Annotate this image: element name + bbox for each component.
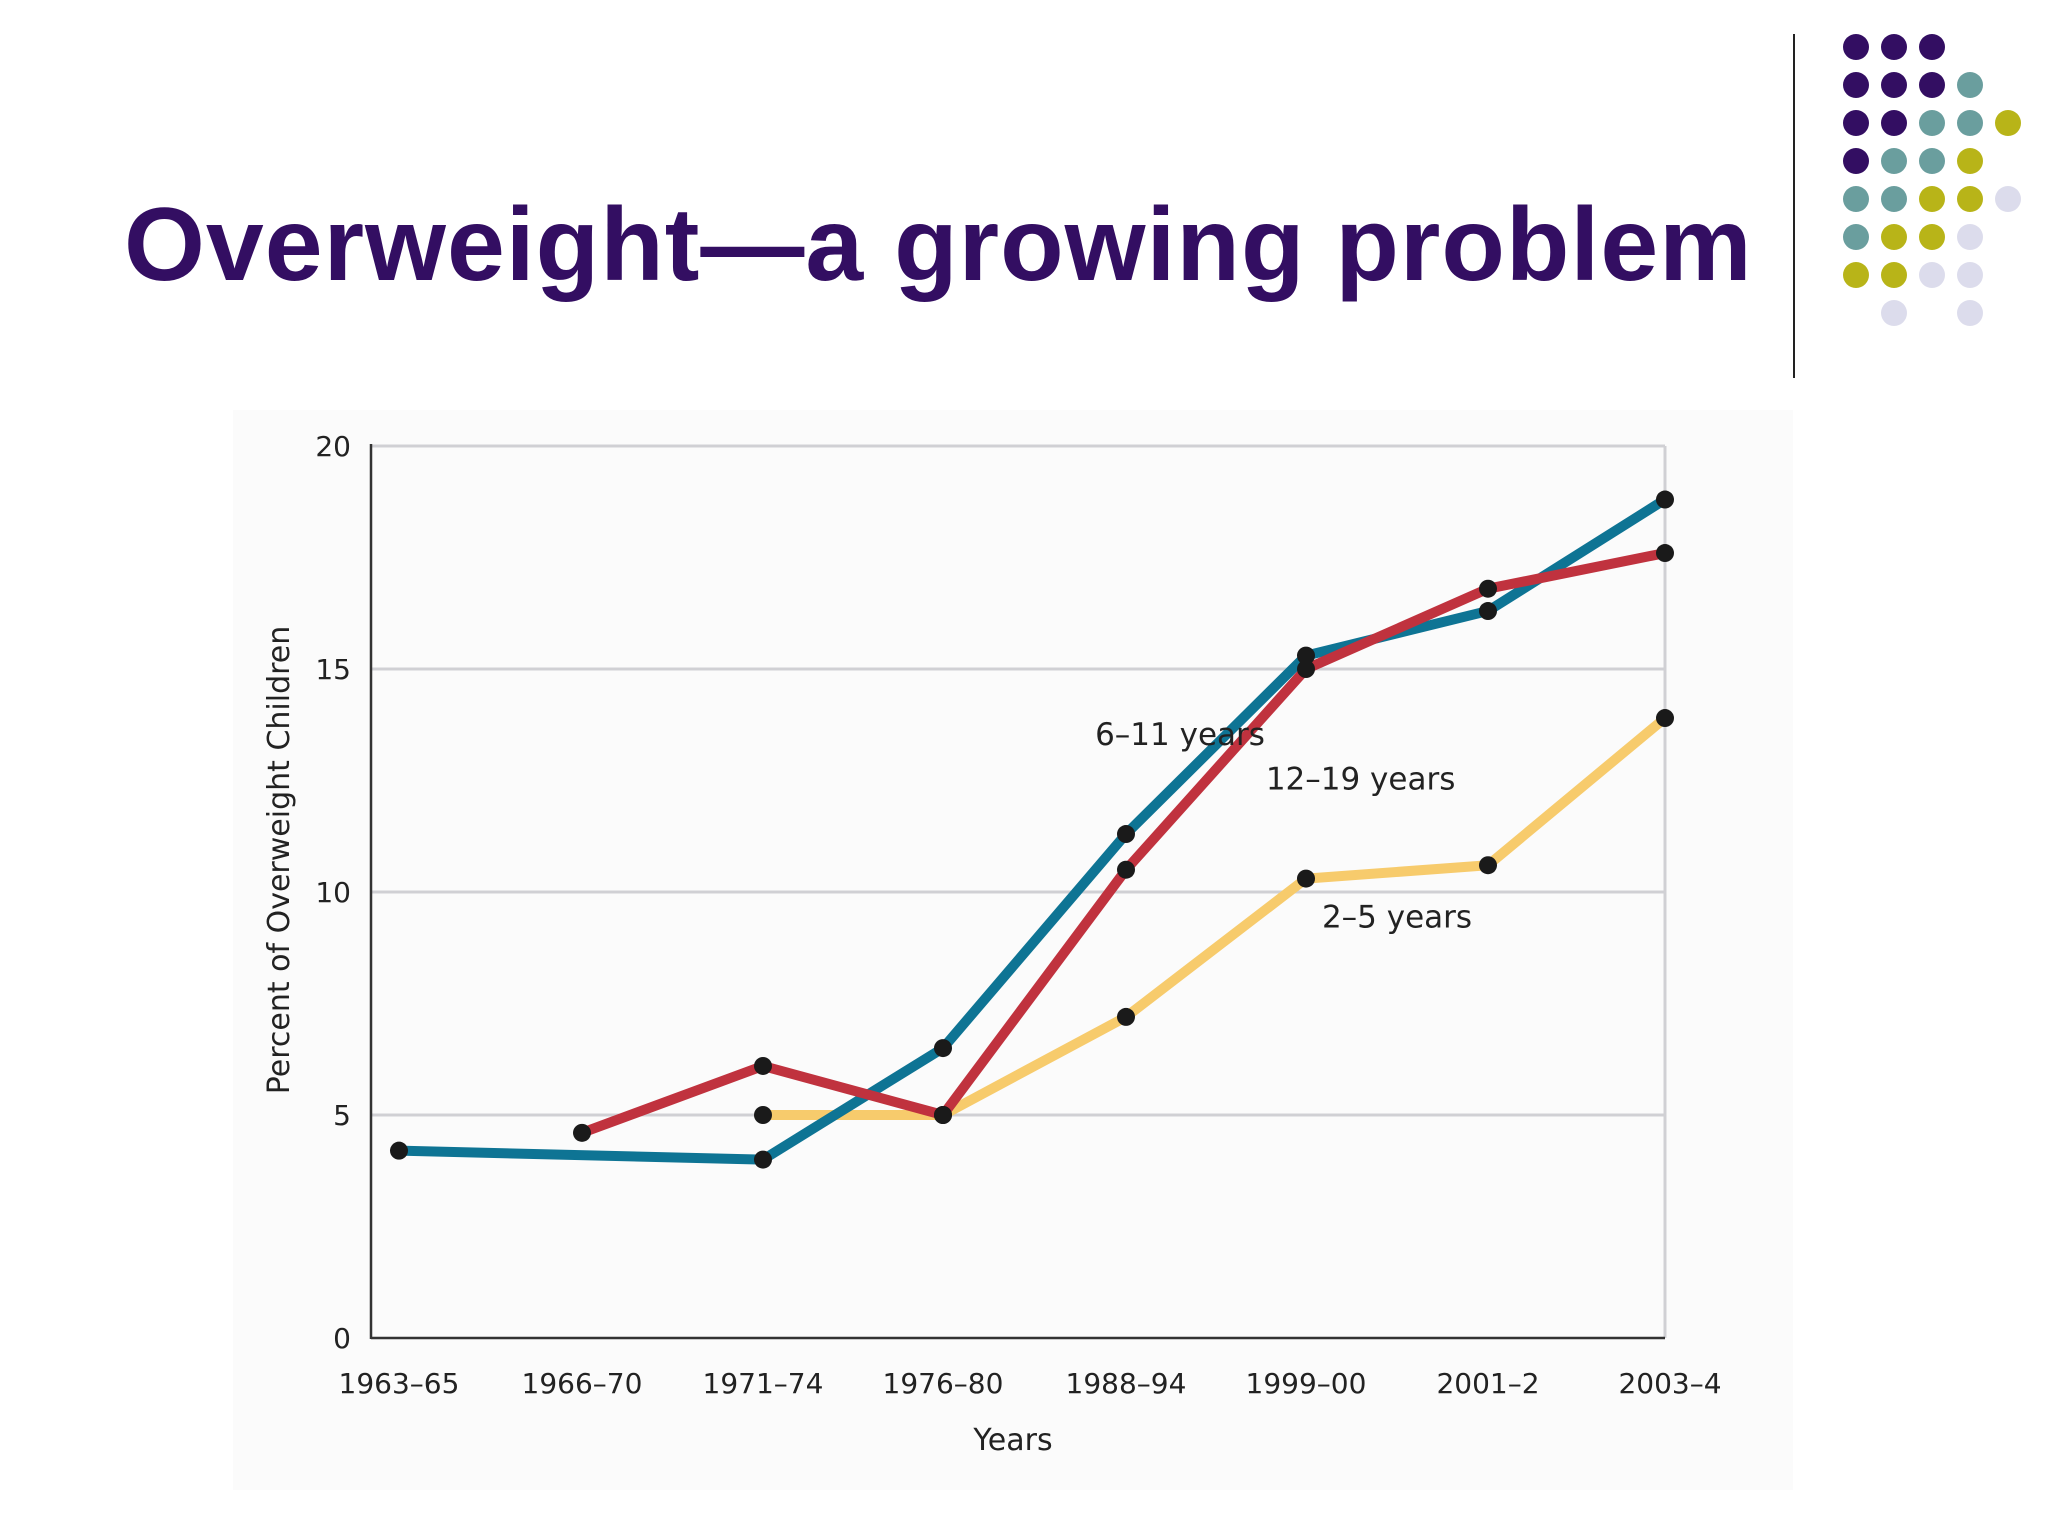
- decorative-dot: [1919, 224, 1945, 250]
- decorative-dot: [1843, 148, 1869, 174]
- data-point: [934, 1106, 952, 1124]
- y-axis-label: Percent of Overweight Children: [262, 626, 297, 1095]
- series-lines: [398, 495, 1669, 1165]
- decorative-dot: [1919, 186, 1945, 212]
- series-label: 6–11 years: [1095, 717, 1265, 753]
- decorative-dot: [1881, 72, 1907, 98]
- data-point: [390, 1141, 408, 1160]
- decorative-dot: [1957, 300, 1983, 326]
- x-tick-label: 1966–70: [522, 1367, 643, 1400]
- decorative-dot: [1881, 262, 1907, 288]
- decorative-dot: [1919, 72, 1945, 98]
- x-tick-label: 1963–65: [339, 1367, 460, 1400]
- decorative-dot: [1919, 148, 1945, 174]
- x-tick-label: 2001–2: [1436, 1367, 1539, 1400]
- data-point: [1479, 856, 1497, 875]
- data-point: [1297, 646, 1315, 665]
- slide-title: Overweight—a growing problem: [124, 187, 1753, 303]
- decorative-dot: [1881, 34, 1907, 60]
- data-point: [1479, 579, 1497, 598]
- decorative-dot: [1881, 224, 1907, 250]
- data-point: [1117, 825, 1135, 844]
- decorative-dot: [1957, 72, 1983, 98]
- y-tick-label: 20: [315, 430, 351, 463]
- decorative-dot: [1881, 110, 1907, 136]
- decorative-dot: [1995, 186, 2021, 212]
- data-point: [754, 1056, 772, 1075]
- data-point: [1479, 602, 1497, 621]
- decorative-dot: [1843, 110, 1869, 136]
- overweight-line-chart: 0 5 10 15 20 1963–65 1966–70 1971–74 1976–80 1988…: [262, 430, 1722, 1458]
- decorative-dot: [1995, 110, 2021, 136]
- x-tick-label: 1971–74: [703, 1367, 824, 1400]
- series-label: 12–19 years: [1266, 761, 1456, 797]
- decorative-dot: [1843, 186, 1869, 212]
- data-point: [573, 1123, 591, 1142]
- decorative-dot: [1957, 224, 1983, 250]
- x-tick-label: 1999–00: [1246, 1367, 1367, 1400]
- y-tick-label: 5: [333, 1099, 351, 1132]
- data-point: [754, 1150, 772, 1169]
- data-point: [1297, 660, 1315, 678]
- decorative-dot: [1843, 34, 1869, 60]
- decorative-dot: [1881, 148, 1907, 174]
- decorative-dot: [1919, 34, 1945, 60]
- data-point: [1117, 1007, 1135, 1026]
- axes: 0 5 10 15 20 1963–65 1966–70 1971–74 1976–80 1988…: [315, 430, 1721, 1400]
- decorative-dot: [1919, 110, 1945, 136]
- data-point: [1656, 544, 1674, 563]
- data-point: [1117, 860, 1135, 879]
- data-point: [1656, 709, 1674, 728]
- y-tick-label: 15: [315, 653, 351, 686]
- data-point: [1656, 490, 1674, 509]
- data-point: [934, 1039, 952, 1058]
- decorative-dot: [1843, 224, 1869, 250]
- x-tick-label: 2003–4: [1618, 1367, 1721, 1400]
- decorative-dot: [1957, 186, 1983, 212]
- decorative-dot: [1843, 72, 1869, 98]
- decorative-dot: [1957, 262, 1983, 288]
- decorative-dot: [1843, 262, 1869, 288]
- data-point: [754, 1106, 772, 1124]
- decorative-dot: [1957, 110, 1983, 136]
- data-points: [390, 490, 1674, 1169]
- chart-panel: 0 5 10 15 20 1963–65 1966–70 1971–74 1976–80 1988…: [233, 410, 1793, 1490]
- data-point: [1297, 869, 1315, 888]
- y-tick-label: 0: [333, 1322, 351, 1355]
- series-label: 2–5 years: [1322, 900, 1472, 936]
- x-axis-label: Years: [972, 1423, 1052, 1458]
- y-tick-label: 10: [315, 876, 351, 909]
- title-divider: [1793, 34, 1795, 378]
- series-line: [763, 714, 1669, 1120]
- grid-lines: [371, 444, 1667, 1338]
- decorative-dot: [1881, 300, 1907, 326]
- decorative-dot: [1881, 186, 1907, 212]
- decorative-dot: [1919, 262, 1945, 288]
- x-tick-label: 1976–80: [883, 1367, 1004, 1400]
- x-tick-label: 1988–94: [1066, 1367, 1187, 1400]
- decorative-dot: [1957, 148, 1983, 174]
